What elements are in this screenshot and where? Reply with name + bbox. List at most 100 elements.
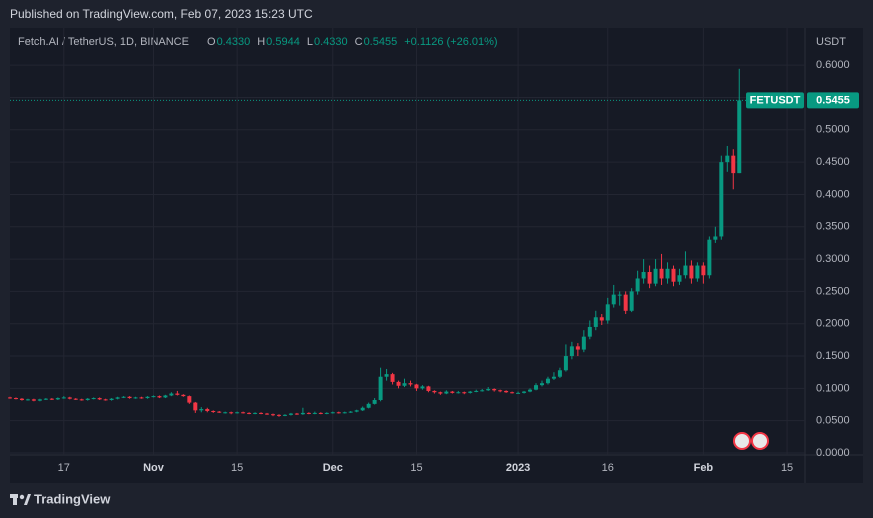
candles (8, 68, 742, 417)
candle-body (689, 265, 694, 279)
candle-body (19, 398, 24, 400)
candle-body (528, 389, 533, 392)
candle-body (276, 414, 281, 416)
ohlc-key: L (307, 36, 313, 48)
change: +0.1126 (+26.01%) (404, 36, 497, 48)
candle-body (510, 392, 515, 394)
candle-body (647, 272, 652, 284)
candle-body (193, 402, 198, 411)
x-tick-label: 17 (58, 462, 70, 474)
ohlc-key: O (207, 36, 216, 48)
x-tick-label: 15 (410, 462, 422, 474)
candle-body (504, 390, 509, 393)
candle-body (486, 389, 491, 391)
candle-body (641, 272, 646, 279)
candle-body (115, 397, 120, 399)
candle-body (659, 268, 664, 279)
y-tick-label: 0.2000 (816, 318, 850, 330)
candle-body (85, 398, 90, 400)
ohlc-value: 0.4330 (217, 36, 251, 48)
y-tick-label: 0.4500 (816, 156, 850, 168)
candle-body (492, 389, 497, 391)
candle-body (695, 265, 700, 279)
candle-body (43, 398, 48, 400)
candle-body (259, 412, 264, 414)
candle-body (450, 391, 455, 393)
candle-body (498, 390, 503, 392)
candle-body (462, 392, 467, 394)
candle-body (300, 412, 305, 415)
ohlc-value: 0.4330 (314, 36, 348, 48)
x-tick-label: 15 (781, 462, 793, 474)
ohlc-value: 0.5455 (364, 36, 398, 48)
candle-body (306, 412, 311, 414)
x-tick-label: 2023 (506, 462, 530, 474)
brand: TradingView (34, 491, 111, 506)
candle-body (539, 383, 544, 386)
candle-body (211, 410, 216, 412)
candle-body (360, 407, 365, 411)
candle-body (522, 391, 527, 393)
candle-body (372, 399, 377, 404)
candle-body (623, 294, 628, 311)
x-tick-label: 16 (602, 462, 614, 474)
candle-body (312, 412, 317, 414)
candle-body (91, 398, 96, 400)
candle-body (133, 397, 138, 399)
candle-body (8, 397, 12, 399)
candle-body (37, 399, 42, 401)
y-tick-label: 0.0500 (816, 415, 850, 427)
candle-body (683, 265, 688, 276)
y-tick-label: 0.3500 (816, 221, 850, 233)
ohlc-key: H (257, 36, 265, 48)
candle-body (384, 374, 389, 377)
candle-body (569, 346, 574, 357)
candle-body (617, 294, 622, 296)
candle-body (13, 398, 18, 400)
logo: TradingView (10, 491, 111, 506)
candle-body (235, 412, 240, 414)
y-unit: USDT (816, 36, 846, 48)
y-tick-label: 0.3000 (816, 253, 850, 265)
candle-body (55, 398, 60, 400)
candle-body (318, 412, 323, 414)
candle-body (707, 239, 712, 276)
candle-body (187, 396, 192, 403)
candle-body (109, 398, 114, 400)
candle-body (390, 374, 395, 382)
grid (10, 28, 805, 455)
candle-body (348, 411, 353, 413)
candle-body (605, 304, 610, 321)
candle-body (593, 317, 598, 327)
y-tick-label: 0.6000 (816, 59, 850, 71)
candle-body (175, 393, 180, 395)
logo-mark (13, 494, 17, 505)
ohlc-value: 0.5944 (266, 36, 300, 48)
candle-body (145, 396, 150, 399)
candle-body (336, 412, 341, 414)
candle-body (169, 393, 174, 396)
candle-body (438, 392, 443, 394)
y-tick-label: 0.1500 (816, 350, 850, 362)
candle-body (587, 326, 592, 337)
candle-body (731, 155, 736, 174)
x-tick-label: Nov (143, 462, 165, 474)
candle-body (282, 414, 287, 416)
candle-body (157, 396, 162, 398)
candle-body (402, 383, 407, 386)
candle-body (545, 378, 550, 384)
published: Published on TradingView.com, Feb 07, 20… (10, 7, 313, 21)
candle-body (288, 413, 293, 415)
candle-body (265, 413, 270, 415)
candle-body (79, 399, 84, 401)
candle-body (725, 155, 730, 163)
candle-body (408, 383, 413, 385)
candle-body (396, 381, 401, 386)
candle-body (294, 413, 299, 415)
y-tick-label: 0.2500 (816, 285, 850, 297)
candle-body (127, 396, 132, 399)
candle-body (229, 412, 234, 414)
candle-body (737, 100, 742, 174)
candle-body (247, 412, 252, 414)
x-tick-label: 15 (231, 462, 243, 474)
